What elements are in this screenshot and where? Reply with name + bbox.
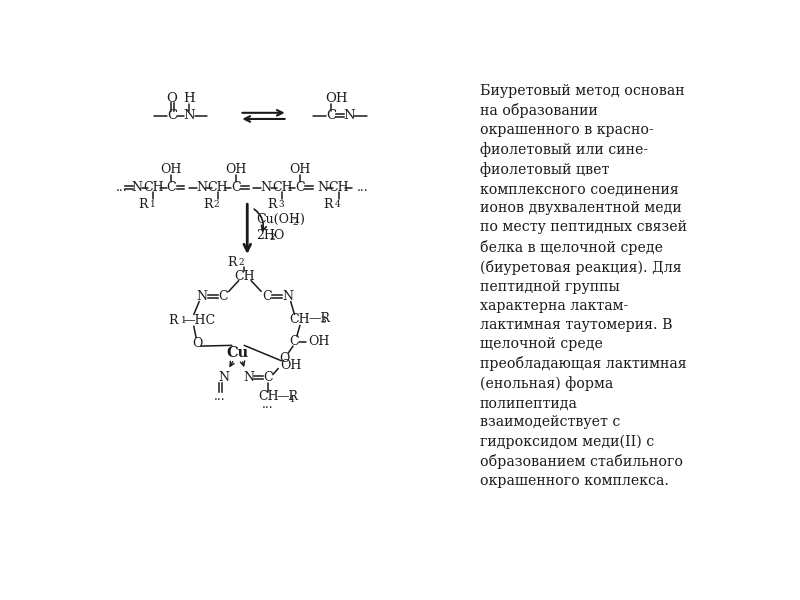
Text: N: N (317, 181, 328, 194)
Text: 3: 3 (278, 200, 284, 209)
Text: O: O (273, 229, 283, 242)
Text: 1: 1 (150, 200, 155, 209)
Text: C: C (167, 109, 177, 122)
Text: R: R (267, 198, 277, 211)
Text: C: C (231, 181, 241, 194)
Text: —R: —R (309, 312, 330, 325)
Text: CH: CH (258, 391, 278, 403)
Text: N: N (260, 181, 271, 194)
Text: C: C (290, 335, 299, 348)
Text: N: N (183, 109, 195, 122)
Text: O: O (193, 337, 203, 350)
Text: CH: CH (207, 181, 228, 194)
Text: N: N (196, 181, 207, 194)
Text: O: O (166, 92, 178, 104)
Text: R: R (324, 198, 334, 211)
Text: N: N (344, 109, 355, 122)
Text: OH: OH (161, 163, 182, 176)
Text: C: C (263, 371, 273, 384)
Text: OH: OH (325, 92, 348, 106)
Text: OH: OH (309, 335, 330, 348)
Text: 2: 2 (292, 218, 298, 227)
Text: N: N (243, 371, 254, 384)
Text: O: O (279, 352, 290, 365)
Text: R: R (227, 256, 237, 269)
Text: OH: OH (290, 163, 310, 176)
Text: CH: CH (290, 313, 310, 326)
Text: OH: OH (225, 163, 246, 176)
Text: 4: 4 (288, 395, 294, 404)
Text: R: R (203, 198, 212, 211)
Text: 3: 3 (320, 316, 326, 325)
Text: —R: —R (277, 391, 298, 403)
Text: N: N (218, 371, 230, 384)
Text: CH: CH (328, 181, 349, 194)
Text: 2H: 2H (257, 229, 275, 242)
Text: C: C (262, 290, 271, 304)
Text: CH: CH (143, 181, 164, 194)
Text: Cu: Cu (227, 346, 249, 360)
Text: C: C (218, 290, 228, 304)
Text: ...: ... (262, 398, 274, 411)
Text: 1: 1 (181, 316, 186, 325)
Text: C: C (326, 109, 336, 122)
Text: CH: CH (234, 269, 254, 283)
Text: Cu(OH): Cu(OH) (257, 214, 306, 226)
Text: OH: OH (280, 359, 301, 372)
Text: Биуретовый метод основан
на образовании
окрашенного в красно-
фиолетовый или син: Биуретовый метод основан на образовании … (480, 83, 686, 488)
Text: R: R (138, 198, 148, 211)
Text: C: C (166, 181, 176, 194)
Text: ...: ... (357, 181, 368, 194)
Text: N: N (197, 290, 208, 304)
Text: 4: 4 (335, 200, 341, 209)
Text: 2: 2 (214, 200, 219, 209)
Text: R: R (169, 314, 178, 327)
Text: N: N (282, 290, 293, 304)
Text: H: H (183, 92, 195, 106)
Text: ...: ... (214, 391, 226, 403)
Text: N: N (132, 181, 142, 194)
Text: 2: 2 (269, 233, 274, 242)
Text: 2: 2 (238, 259, 244, 268)
Text: C: C (295, 181, 305, 194)
Text: —HC: —HC (183, 314, 216, 327)
Text: CH: CH (272, 181, 293, 194)
Text: ...: ... (115, 181, 127, 194)
